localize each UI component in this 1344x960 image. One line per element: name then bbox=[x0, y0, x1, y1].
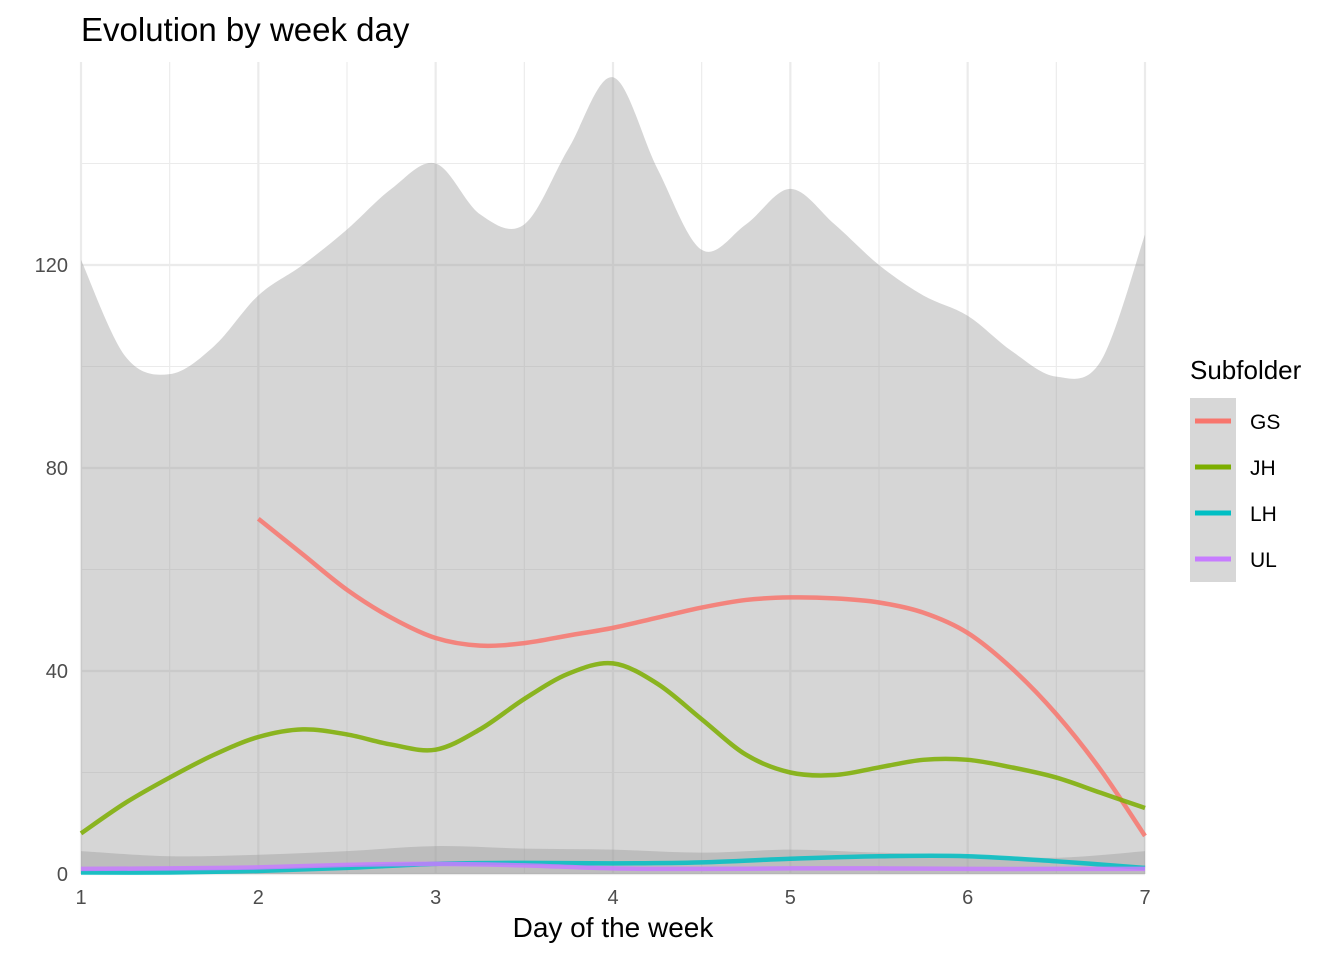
x-tick-label: 7 bbox=[1139, 887, 1150, 909]
confidence-band-upper bbox=[81, 77, 1145, 874]
y-tick-label: 80 bbox=[46, 458, 68, 480]
legend-label-lh: LH bbox=[1250, 503, 1277, 526]
y-tick-label: 40 bbox=[46, 661, 68, 683]
x-tick-label: 6 bbox=[962, 887, 973, 909]
legend: Subfolder GS JH LH UL bbox=[1190, 355, 1302, 582]
series-lines bbox=[79, 516, 1147, 875]
legend-label-gs: GS bbox=[1250, 411, 1280, 434]
confidence-bands bbox=[81, 77, 1145, 874]
x-tick-label: 5 bbox=[785, 887, 796, 909]
series-line-jh bbox=[79, 660, 1146, 836]
x-axis-ticks: 1 2 3 4 5 6 7 bbox=[75, 887, 1150, 909]
legend-title: Subfolder bbox=[1190, 355, 1302, 385]
legend-items: GS JH LH UL bbox=[1190, 398, 1280, 582]
x-tick-label: 4 bbox=[607, 887, 618, 909]
chart-title: Evolution by week day bbox=[81, 11, 410, 48]
grid bbox=[79, 62, 1147, 876]
x-tick-label: 1 bbox=[75, 887, 86, 909]
y-tick-label: 120 bbox=[35, 255, 68, 277]
x-axis-title: Day of the week bbox=[513, 912, 715, 943]
legend-label-jh: JH bbox=[1250, 457, 1276, 480]
y-axis-ticks: 0 40 80 120 bbox=[35, 255, 68, 886]
series-line-lh bbox=[80, 853, 1146, 875]
y-tick-label: 0 bbox=[57, 864, 68, 886]
series-line-gs bbox=[256, 516, 1147, 838]
series-line-ul bbox=[80, 861, 1146, 872]
x-tick-label: 2 bbox=[253, 887, 264, 909]
x-tick-label: 3 bbox=[430, 887, 441, 909]
legend-label-ul: UL bbox=[1250, 549, 1277, 572]
